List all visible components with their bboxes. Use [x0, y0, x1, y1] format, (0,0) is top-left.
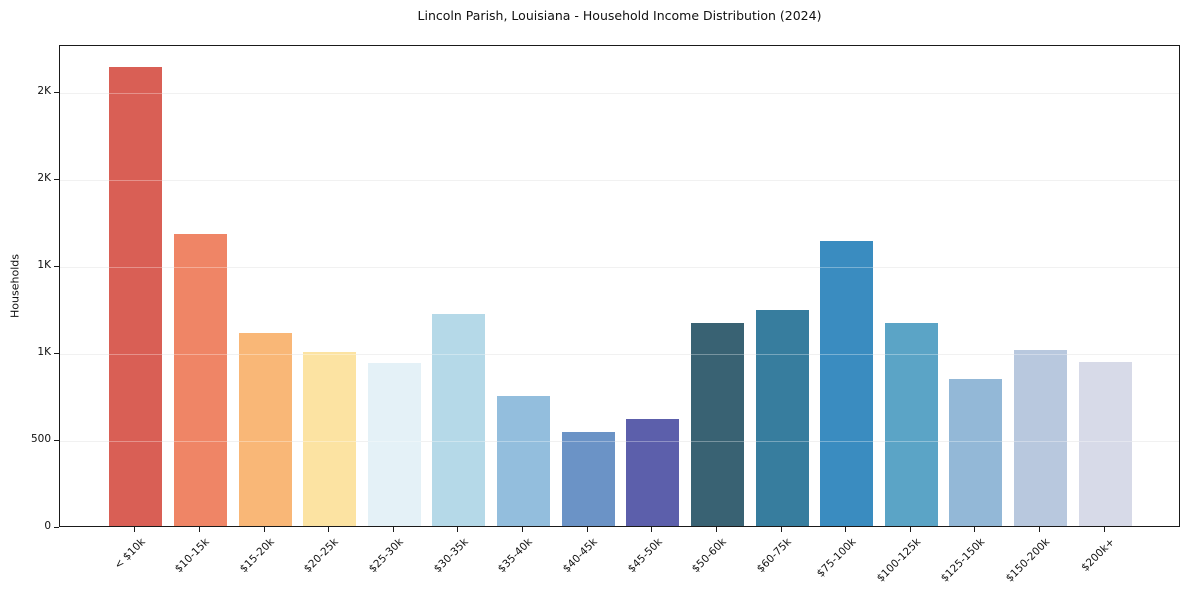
- gridlines-overlay-layer: [60, 46, 1179, 526]
- gridline-2500: [60, 92, 1179, 94]
- gridline-overlay-500: [60, 440, 1179, 442]
- x-tickmark-3: [328, 527, 330, 532]
- gridlines-layer: [60, 46, 1179, 526]
- y-tick-label-2000: 2K: [37, 172, 51, 185]
- y-tick-label-1500: 1K: [37, 259, 51, 272]
- bar-$20-25k: [303, 352, 357, 526]
- y-tickmark-2000: [54, 178, 59, 180]
- x-tick-label-11: $75-100k: [814, 536, 859, 580]
- x-tick-label-15: $200k+: [1078, 536, 1117, 574]
- bar-$25-30k: [367, 363, 421, 526]
- y-tickmark-1500: [54, 265, 59, 267]
- gridline-overlay-1000: [60, 353, 1179, 355]
- gridline-500: [60, 440, 1179, 442]
- x-tickmark-11: [845, 527, 847, 532]
- x-tickmark-0: [134, 527, 136, 532]
- y-tickmark-0: [54, 526, 59, 528]
- y-tick-label-0: 0: [44, 520, 51, 532]
- x-tickmark-15: [1103, 527, 1105, 532]
- bar-$125-150k: [949, 379, 1003, 526]
- x-tick-label-3: $20-25k: [302, 536, 342, 576]
- plot-area: [59, 45, 1180, 527]
- bar-$100-125k: [884, 322, 938, 526]
- bar-$150-200k: [1014, 350, 1068, 526]
- x-tick-label-1: $10-15k: [172, 536, 212, 576]
- x-tickmark-6: [522, 527, 524, 532]
- x-tickmark-14: [1039, 527, 1041, 532]
- x-tickmark-7: [586, 527, 588, 532]
- x-tickmark-2: [263, 527, 265, 532]
- x-tick-label-6: $35-40k: [495, 536, 536, 576]
- bar-$40-45k: [561, 432, 615, 526]
- gridline-1000: [60, 353, 1179, 355]
- bar-$60-75k: [755, 310, 809, 526]
- x-tick-label-0: < $10k: [111, 536, 148, 572]
- gridline-overlay-1500: [60, 266, 1179, 268]
- x-tick-label-9: $50-60k: [689, 536, 729, 576]
- gridline-1500: [60, 266, 1179, 268]
- x-tickmark-4: [392, 527, 394, 532]
- bar-< $10k: [109, 66, 163, 526]
- gridline-overlay-2500: [60, 92, 1179, 94]
- bar-$45-50k: [626, 419, 680, 526]
- bar-$75-100k: [820, 240, 874, 526]
- y-tick-label-500: 500: [30, 433, 51, 446]
- y-tick-label-1000: 1K: [37, 346, 51, 359]
- x-tick-label-12: $100-125k: [874, 536, 923, 585]
- x-tickmark-8: [651, 527, 653, 532]
- bar-$50-60k: [690, 322, 744, 526]
- x-tick-label-13: $125-150k: [938, 536, 988, 585]
- gridline-overlay-2000: [60, 179, 1179, 181]
- y-tick-label-2500: 2K: [37, 85, 51, 98]
- bar-$30-35k: [432, 313, 486, 526]
- x-tick-label-14: $150-200k: [1003, 536, 1053, 585]
- y-axis-label: Households: [8, 254, 22, 318]
- x-tick-label-10: $60-75k: [754, 536, 794, 576]
- bars-layer: [60, 46, 1179, 526]
- x-tick-label-7: $40-45k: [560, 536, 600, 576]
- x-tickmark-13: [974, 527, 976, 532]
- bar-$200k+: [1078, 361, 1132, 526]
- x-tickmark-1: [198, 527, 200, 532]
- y-tickmark-2500: [54, 91, 59, 93]
- x-tick-label-5: $30-35k: [431, 536, 471, 576]
- chart-title: Lincoln Parish, Louisiana - Household In…: [417, 8, 822, 23]
- bar-$35-40k: [497, 395, 551, 526]
- bar-$10-15k: [173, 233, 227, 526]
- x-tickmark-12: [909, 527, 911, 532]
- x-tick-label-2: $15-20k: [237, 536, 277, 576]
- y-tickmark-1000: [54, 352, 59, 354]
- x-tickmark-9: [715, 527, 717, 532]
- x-tick-label-8: $45-50k: [625, 536, 665, 576]
- x-tick-label-4: $25-30k: [366, 536, 406, 576]
- bar-$15-20k: [238, 333, 292, 526]
- gridline-2000: [60, 179, 1179, 181]
- x-tickmark-10: [780, 527, 782, 532]
- x-tickmark-5: [457, 527, 459, 532]
- y-tickmark-500: [54, 439, 59, 441]
